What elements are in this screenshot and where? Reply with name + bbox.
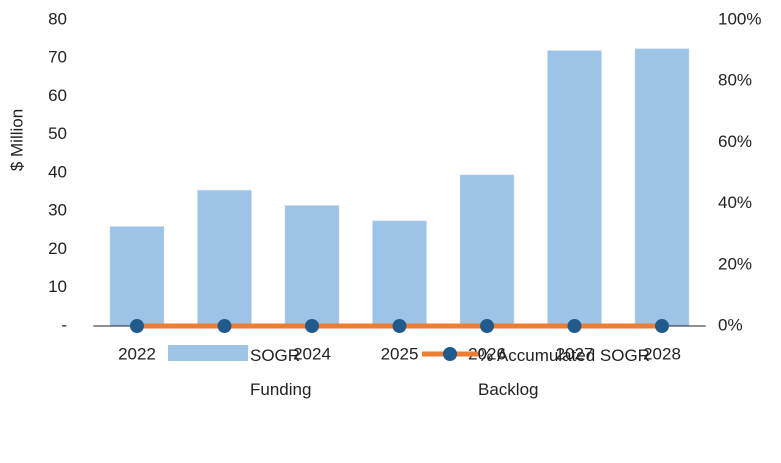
y-tick-label: 80 [48,9,67,28]
y2-tick-label: 60% [718,132,752,151]
bar [109,226,165,327]
x-tick-label: 2025 [381,344,419,363]
y2-tick-label: 20% [718,254,752,273]
x-tick-label: 2027 [556,344,594,363]
marker [480,319,494,333]
legend-marker [443,347,457,361]
marker [655,319,669,333]
legend-swatch [168,345,248,361]
y-tick-label: 70 [48,48,67,67]
y-tick-label: 40 [48,162,67,181]
y-tick-label: - [61,315,67,334]
bar [547,50,602,327]
y2-tick-label: 100% [718,9,761,28]
legend-swatch [422,347,478,361]
marker [130,319,144,333]
y-tick-label: 30 [48,201,67,220]
bar [284,205,340,327]
marker [567,319,582,333]
y2-tick-label: 80% [718,71,752,90]
marker [392,319,407,333]
bar [634,48,690,327]
y-tick-label: 10 [48,277,67,296]
y2-tick-label: 0% [718,315,743,334]
marker [217,319,232,333]
y-tick-label: 50 [48,124,67,143]
x-tick-label: 2026 [468,344,506,363]
bar [197,189,252,327]
y-axis-label: $ Million [7,109,26,171]
y2-tick-label: 40% [718,193,752,212]
bar [459,174,515,327]
x-tick-label: 2024 [293,344,331,363]
x-tick-label: 2022 [118,344,156,363]
bar [372,220,427,327]
y-tick-label: 20 [48,239,67,258]
x-tick-label: 2028 [643,344,681,363]
legend-label: SOGR Funding [250,346,312,399]
y-tick-label: 60 [48,86,67,105]
legend-label: % Accumulated SOGR Backlog [478,346,650,399]
marker [305,319,319,333]
